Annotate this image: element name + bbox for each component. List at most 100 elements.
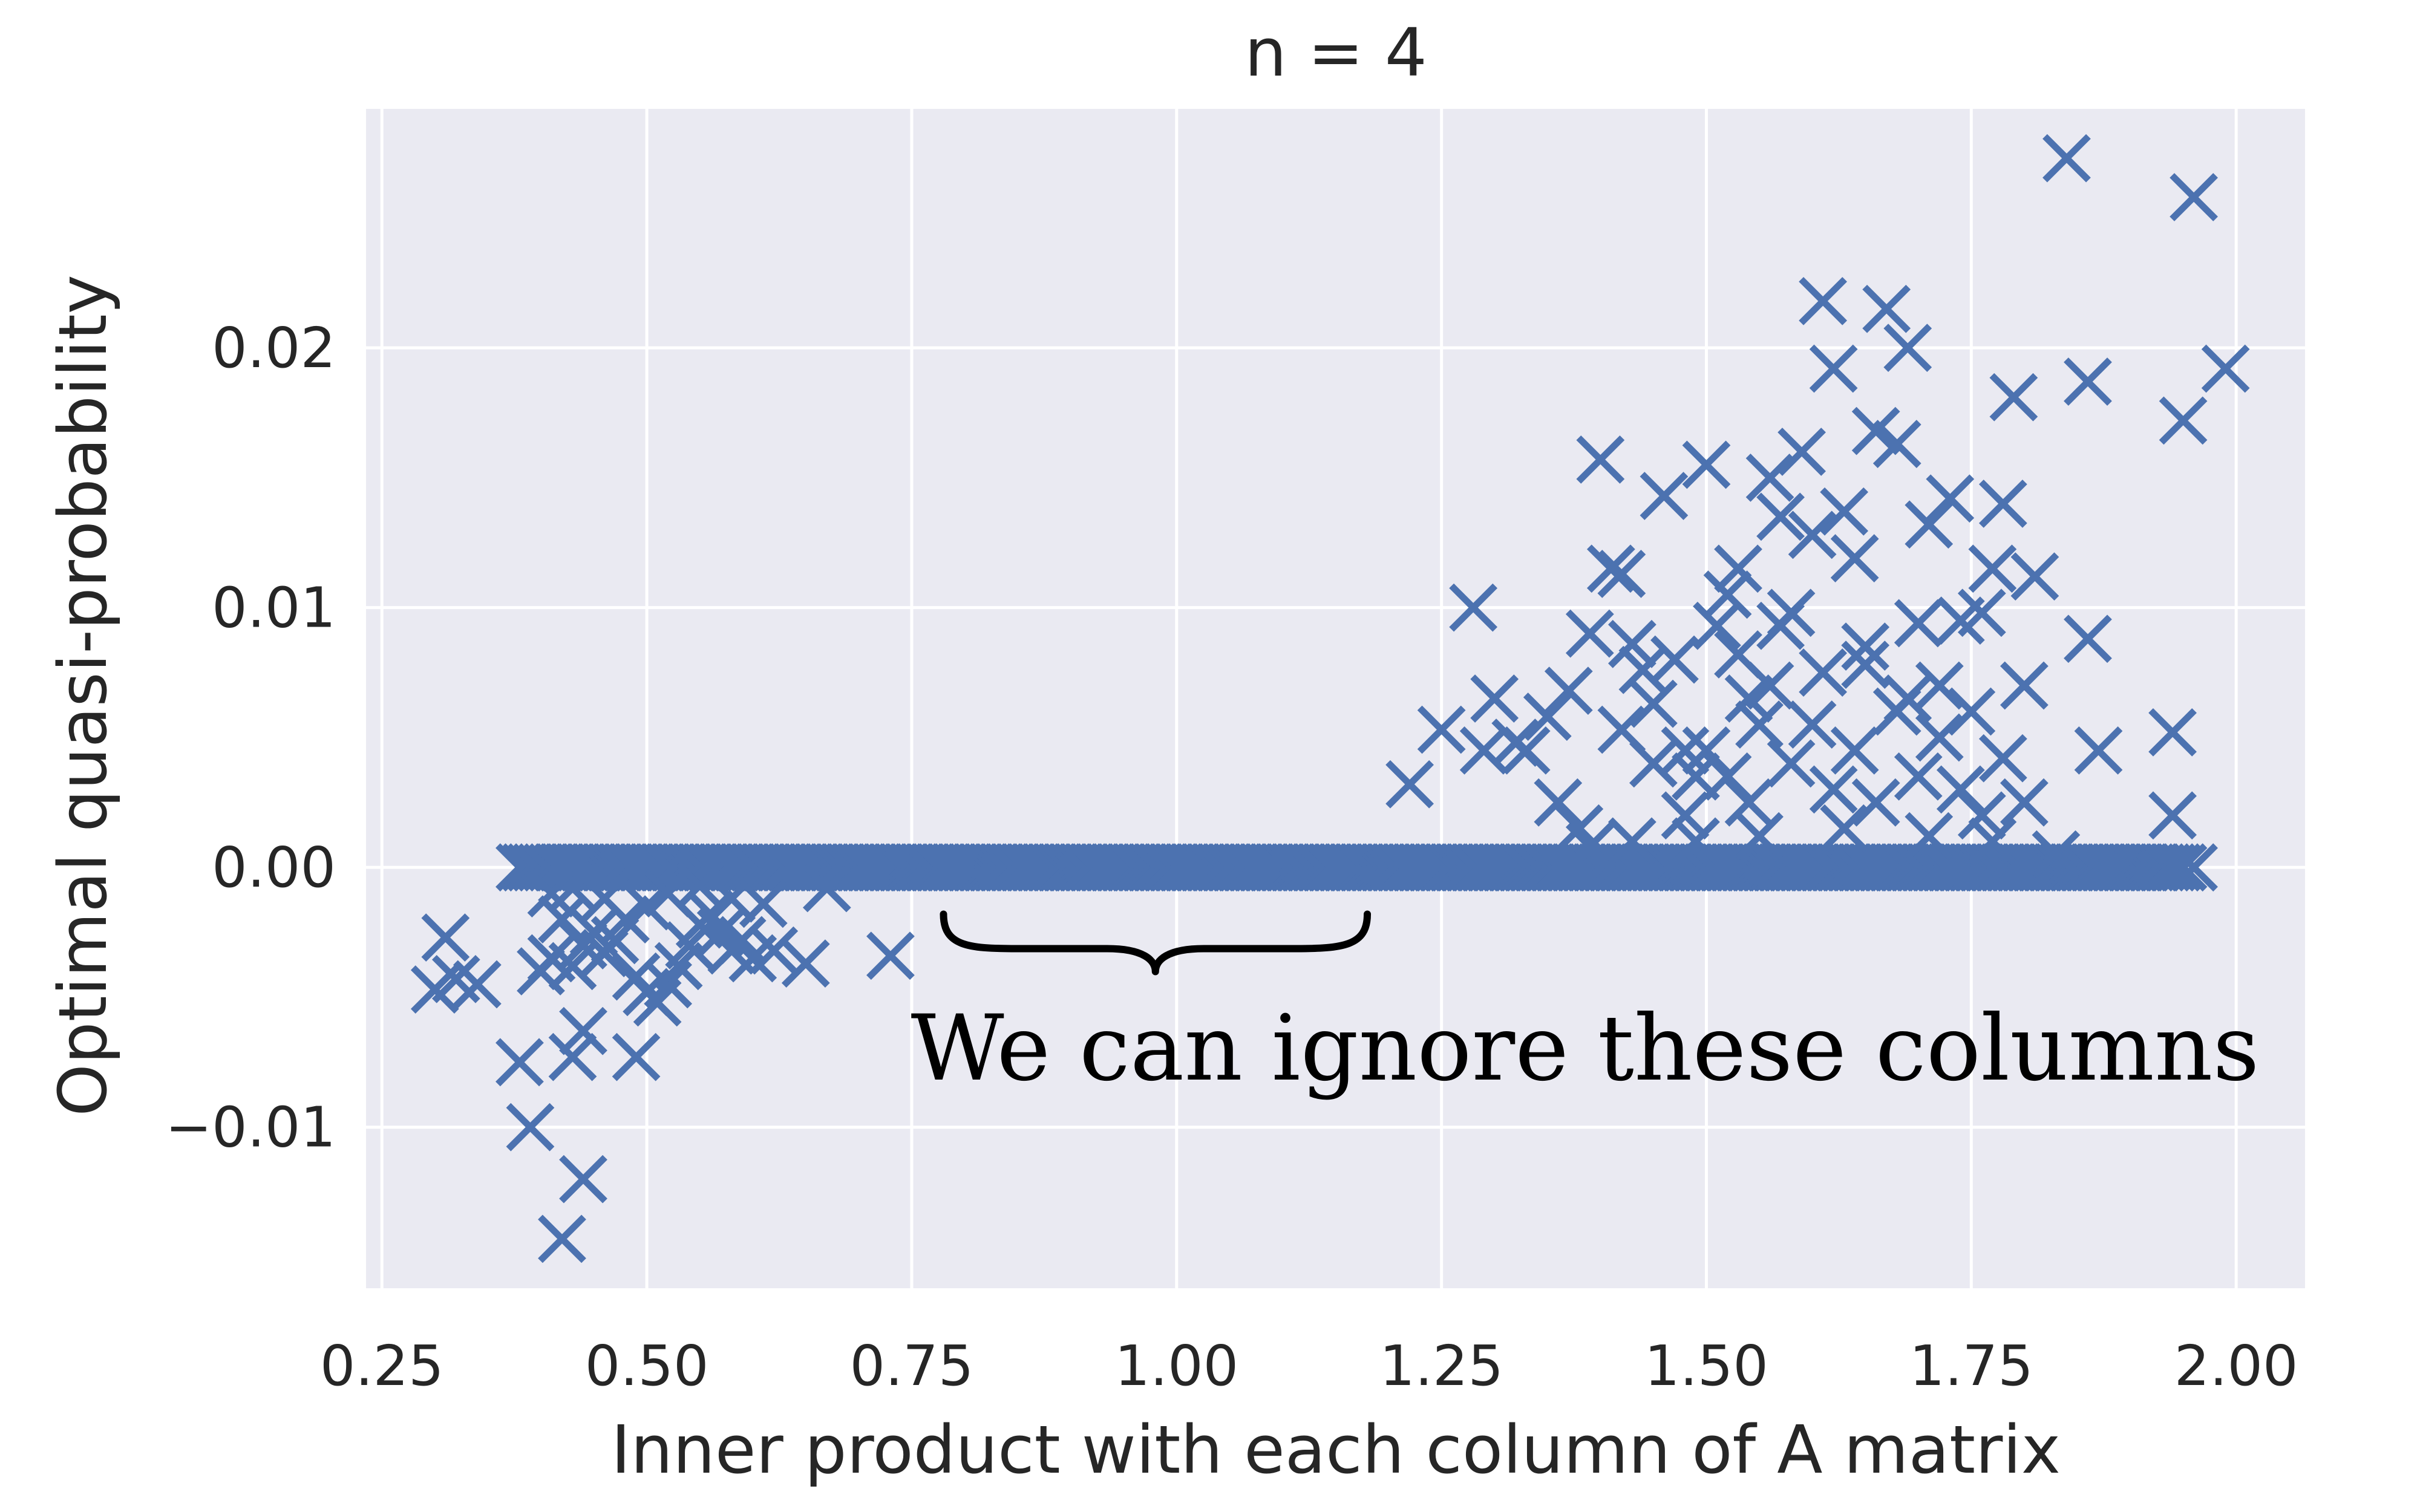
data-marker [1449,583,1498,632]
annotation-text: We can ignore these columns [911,996,2260,1101]
data-marker [1459,726,1508,775]
data-marker [548,1032,597,1081]
data-marker [750,926,799,975]
data-marker [2148,708,2197,757]
data-marker [644,869,693,918]
y-axis-label: Optimal quasi-probability [44,275,122,1116]
data-marker [538,895,586,943]
data-marker [1629,739,1678,788]
data-marker [1523,692,1572,741]
data-marker [675,861,724,910]
data-marker [2064,614,2112,663]
data-marker [1957,791,2006,840]
data-marker [1629,679,1678,728]
data-marker [1820,487,1869,536]
data-marker [1809,765,1858,814]
data-marker [2042,134,2091,183]
data-marker [1968,544,2017,593]
data-marker [1586,544,1635,593]
x-tick-label: 1.25 [1379,1334,1503,1398]
x-tick-label: 0.75 [850,1334,974,1398]
data-marker [1872,420,1921,468]
data-marker [1745,454,1794,502]
x-axis-label: Inner product with each column of A matr… [611,1411,2061,1488]
data-marker [1565,609,1614,658]
data-marker [1576,435,1625,484]
data-marker [1841,622,1890,671]
x-tick-label: 1.00 [1114,1334,1238,1398]
data-marker [421,913,470,962]
data-marker [2170,173,2218,221]
data-marker [1597,549,1646,598]
y-tick-label: 0.01 [212,576,336,640]
data-marker [2159,396,2208,445]
data-marker [1799,648,1848,697]
data-marker [1682,440,1731,489]
data-marker [1883,674,1932,723]
data-marker [612,1032,661,1081]
data-marker [1894,752,1943,801]
data-marker [1735,700,1784,749]
data-marker [1978,734,2027,783]
data-marker [1883,324,1932,373]
data-marker [1926,474,1975,523]
data-marker [1724,674,1773,723]
data-marker [2170,843,2218,892]
y-tick-label: 0.02 [212,316,336,380]
x-tick-label: 2.00 [2174,1334,2298,1398]
data-marker [495,1038,544,1087]
data-marker [1989,373,2038,422]
y-tick-label: 0.00 [212,835,336,900]
data-marker [1936,765,1985,814]
data-marker [2010,552,2059,601]
data-marker [1724,778,1773,827]
data-marker [1788,700,1837,749]
y-tick-label: −0.01 [165,1095,336,1160]
data-marker [1915,713,1964,762]
data-marker [1417,705,1466,754]
data-marker [1851,406,1900,455]
data-marker [1905,500,1954,549]
data-marker [1809,344,1858,393]
data-marker [1820,804,1869,853]
data-marker [506,1103,555,1152]
data-marker [559,1155,607,1204]
data-marker [453,960,502,1009]
data-marker [1830,726,1879,775]
data-marker [1915,661,1964,710]
data-marker [1756,601,1805,650]
x-tick-label: 1.75 [1909,1334,2033,1398]
x-tick-label: 0.50 [585,1334,709,1398]
data-marker [1841,640,1890,689]
data-marker [781,939,830,988]
data-marker [1767,739,1816,788]
data-marker [1714,544,1762,593]
zero-marker [2159,843,2208,892]
data-markers [410,134,2250,1263]
data-marker [1470,674,1519,723]
data-marker [1693,601,1741,650]
data-marker [1947,687,1996,736]
data-marker [1788,510,1837,559]
data-marker [2201,344,2250,393]
data-marker [1607,619,1656,668]
data-marker [2000,661,2049,710]
data-marker [1607,817,1656,866]
data-marker [1894,599,1943,648]
data-marker [2074,726,2123,775]
data-marker [1851,778,1900,827]
data-marker [1385,760,1434,809]
data-marker [580,874,629,923]
tick-labels: 0.25 0.50 0.75 1.00 1.25 1.50 1.75 2.00 −0.01 0.0… [165,316,2298,1398]
data-marker [1830,534,1879,582]
data-marker [1534,778,1583,827]
data-marker [1968,817,2017,866]
data-marker [1735,812,1784,861]
data-marker [1703,570,1752,619]
data-marker [1714,630,1762,679]
data-marker [538,1214,586,1263]
data-marker [2032,830,2081,879]
zero-marker [2153,843,2202,892]
data-marker [1661,791,1710,840]
